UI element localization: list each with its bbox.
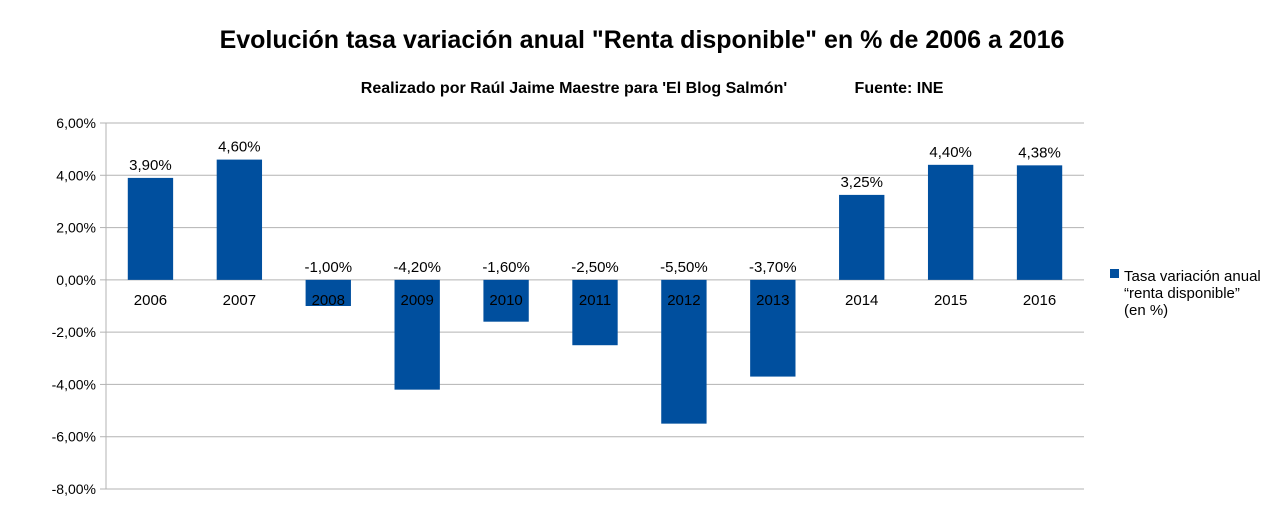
data-label-2014: 3,25% xyxy=(840,174,883,191)
bar-2016 xyxy=(1016,165,1063,280)
x-tick-label-2014: 2014 xyxy=(845,292,878,309)
bar-2006 xyxy=(127,177,174,280)
x-tick-label-2011: 2011 xyxy=(579,292,611,309)
y-tick-label: -6,00% xyxy=(52,429,96,445)
data-label-2012: -5,50% xyxy=(660,259,708,276)
data-label-2016: 4,38% xyxy=(1018,144,1061,161)
y-tick-label: 0,00% xyxy=(56,272,96,288)
x-tick-label-2016: 2016 xyxy=(1023,292,1056,309)
bar-2009 xyxy=(394,279,440,390)
legend-label-line-2: (en %) xyxy=(1124,302,1168,319)
data-labels: 3,90% 4,60% -1,00% -4,20% -1,60% -2,50% -5,50%… xyxy=(129,139,1061,276)
chart-title: Evolución tasa variación anual "Renta di… xyxy=(220,26,1065,54)
bar-2013 xyxy=(750,279,796,377)
x-tick-label-2009: 2009 xyxy=(400,292,433,309)
bar-2014 xyxy=(839,194,885,280)
y-tick-label: 2,00% xyxy=(56,220,96,236)
legend-swatch xyxy=(1110,269,1119,278)
data-label-2015: 4,40% xyxy=(929,144,972,161)
data-label-2010: -1,60% xyxy=(482,259,530,276)
y-tick-label: -2,00% xyxy=(52,324,96,340)
y-tick-label: 4,00% xyxy=(56,167,96,183)
x-tick-label-2012: 2012 xyxy=(667,292,700,309)
x-axis: 2006 2007 2008 2009 2010 2011 2012 2013 2014 2015… xyxy=(134,292,1056,309)
legend-label-line-1: “renta disponible” xyxy=(1124,285,1240,302)
y-tick-label: -8,00% xyxy=(52,481,96,497)
data-label-2006: 3,90% xyxy=(129,157,172,174)
data-label-2011: -2,50% xyxy=(571,259,619,276)
y-tick-label: -4,00% xyxy=(52,376,96,392)
bar-2015 xyxy=(927,164,974,280)
x-tick-label-2010: 2010 xyxy=(489,292,522,309)
y-tick-label: 6,00% xyxy=(56,115,96,131)
data-label-2009: -4,20% xyxy=(393,259,441,276)
data-label-2007: 4,60% xyxy=(218,139,261,156)
chart-subtitle-source: Fuente: INE xyxy=(855,80,944,97)
chart-subtitle-author: Realizado por Raúl Jaime Maestre para 'E… xyxy=(361,80,787,97)
bars xyxy=(127,159,1063,424)
x-tick-label-2013: 2013 xyxy=(756,292,789,309)
x-tick-label-2015: 2015 xyxy=(934,292,967,309)
x-tick-label-2006: 2006 xyxy=(134,292,167,309)
bar-2012 xyxy=(661,279,707,424)
legend-label-line-0: Tasa variación anual xyxy=(1124,268,1261,285)
data-label-2013: -3,70% xyxy=(749,259,797,276)
bar-2008 xyxy=(305,279,351,306)
bar-2007 xyxy=(216,159,263,280)
y-axis: 6,00% 4,00% 2,00% 0,00% -2,00% -4,00% -6,00% -8… xyxy=(52,115,107,497)
legend: Tasa variación anual“renta disponible”(e… xyxy=(1110,268,1261,319)
bar-2011 xyxy=(572,279,618,346)
bar-2010 xyxy=(483,279,529,322)
x-tick-label-2008: 2008 xyxy=(312,292,345,309)
data-label-2008: -1,00% xyxy=(305,259,353,276)
x-tick-label-2007: 2007 xyxy=(223,292,256,309)
